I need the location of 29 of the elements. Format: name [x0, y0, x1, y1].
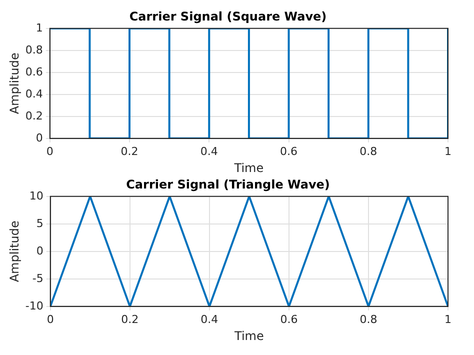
y-axis-title: Amplitude: [7, 220, 22, 282]
y-tick-label: 1: [36, 21, 43, 34]
y-tick-label: 10: [29, 189, 44, 202]
y-tick-label: 0: [36, 131, 43, 144]
x-tick-label: 1: [444, 312, 452, 326]
x-axis-title: Time: [233, 328, 264, 343]
y-tick-label: 0: [36, 244, 44, 258]
x-tick-label: 0: [46, 312, 54, 326]
y-tick-label: -10: [25, 299, 44, 312]
y-tick-label: 0.8: [25, 43, 43, 56]
x-tick-label: 0.4: [200, 312, 218, 326]
x-tick-label: 0.2: [121, 312, 139, 326]
x-tick-label: 0.6: [280, 312, 298, 326]
x-tick-label: 0.6: [280, 144, 298, 158]
x-tick-label: 0.4: [200, 144, 218, 158]
x-tick-label: 1: [444, 144, 452, 158]
y-tick-label: 0.6: [25, 65, 43, 78]
x-tick-label: 0.8: [360, 144, 378, 158]
chart-title: Carrier Signal (Triangle Wave): [126, 177, 330, 192]
x-tick-label: 0.8: [360, 312, 378, 326]
y-tick-label: 0.4: [25, 87, 43, 100]
chart-title: Carrier Signal (Square Wave): [129, 9, 327, 24]
x-tick-label: 0: [46, 144, 54, 158]
y-tick-label: 0.2: [25, 109, 43, 122]
x-tick-label: 0.2: [120, 144, 138, 158]
y-tick-label: 5: [36, 216, 44, 230]
y-tick-label: -5: [32, 272, 44, 285]
x-axis-title: Time: [233, 160, 264, 175]
y-axis-title: Amplitude: [7, 52, 22, 114]
